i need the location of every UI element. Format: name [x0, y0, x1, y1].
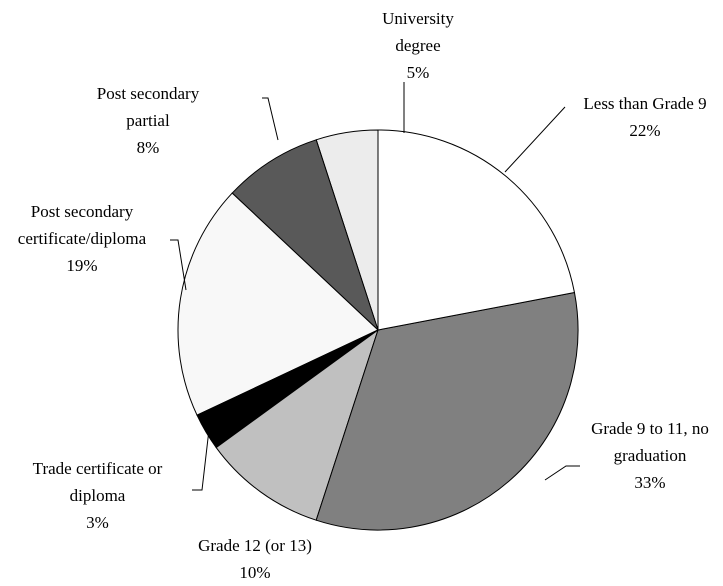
category-label: Trade certificate or diploma [32, 459, 163, 505]
category-label: Grade 9 to 11, no graduation [591, 419, 709, 465]
slice-label: University degree 5% [368, 5, 468, 86]
leader-line [170, 239, 187, 291]
value-label: 33% [634, 473, 666, 492]
leader-lines [170, 82, 580, 491]
slice-label: Post secondary certificate/diploma 19% [2, 198, 162, 279]
leader-line [504, 106, 566, 173]
slice-label: Post secondary partial 8% [88, 80, 208, 161]
value-label: 8% [136, 138, 160, 157]
pie-slice [177, 192, 379, 416]
value-label: 10% [239, 563, 271, 582]
category-label: Post secondary certificate/diploma [17, 202, 147, 248]
slice-label: Grade 12 (or 13) 10% [150, 532, 360, 586]
slice-label: Grade 9 to 11, no graduation 33% [570, 415, 723, 496]
leader-line [544, 465, 580, 481]
category-label: Post secondary partial [96, 84, 200, 130]
pie-slice [377, 129, 576, 331]
category-label: University degree [382, 9, 454, 55]
value-label: 3% [86, 513, 109, 532]
pie-slice [215, 328, 379, 521]
category-label: Grade 12 (or 13) [198, 536, 312, 555]
pie-slice [231, 139, 379, 331]
value-label: 5% [406, 63, 430, 82]
leader-line [262, 97, 279, 141]
slice-label: Trade certificate or diploma 3% [15, 455, 180, 536]
value-label: 22% [629, 121, 661, 140]
value-label: 19% [66, 256, 98, 275]
leader-line [192, 420, 211, 491]
category-label: Less than Grade 9 [583, 94, 707, 113]
pie-slice [315, 291, 579, 531]
slice-label: Less than Grade 9 22% [565, 90, 723, 144]
